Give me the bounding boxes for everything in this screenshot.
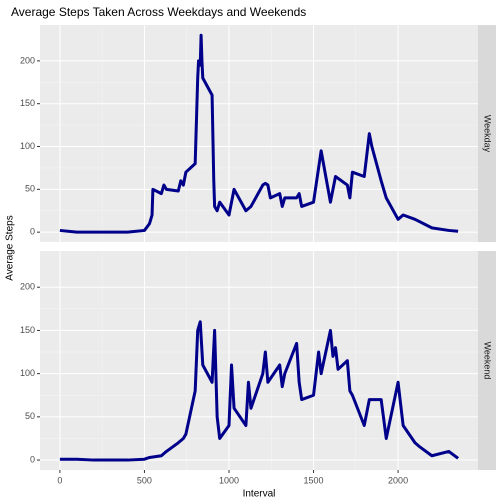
strip-label: Weekend — [483, 342, 493, 380]
strip — [478, 251, 496, 470]
y-tick-label: 50 — [25, 411, 35, 421]
strip-label: Weekday — [483, 115, 493, 153]
y-tick-label: 150 — [20, 325, 35, 335]
line — [59, 33, 459, 234]
strip — [478, 25, 496, 242]
x-tick-label: 1000 — [219, 475, 239, 485]
chart-title: Average Steps Taken Across Weekdays and … — [11, 5, 306, 19]
x-tick-label: 1500 — [304, 475, 324, 485]
x-axis-label: Interval — [243, 489, 276, 500]
y-axis-label: Average Steps — [5, 215, 16, 280]
y-tick-label: 100 — [20, 141, 35, 151]
y-tick-label: 100 — [20, 368, 35, 378]
line — [59, 320, 459, 462]
x-tick-label: 0 — [57, 475, 62, 485]
y-tick-label: 0 — [30, 454, 35, 464]
y-tick-label: 200 — [20, 282, 35, 292]
y-tick-label: 200 — [20, 55, 35, 65]
y-tick-label: 50 — [25, 184, 35, 194]
y-tick-label: 150 — [20, 98, 35, 108]
panel-background — [40, 25, 478, 242]
x-tick-label: 2000 — [388, 475, 408, 485]
y-tick-label: 0 — [30, 227, 35, 237]
x-tick-label: 500 — [137, 475, 152, 485]
